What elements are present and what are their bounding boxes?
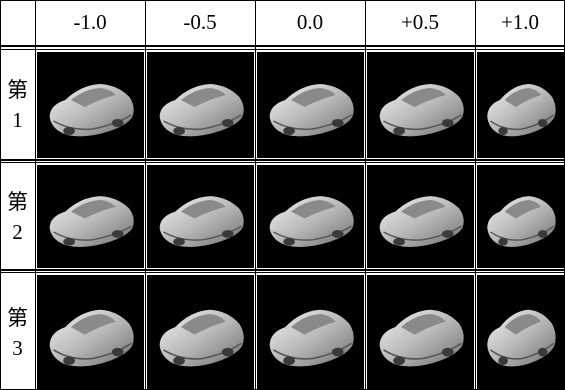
table-rule [0,272,565,273]
column-rule [0,0,1,390]
column-header: +0.5 [365,0,475,45]
car-image [367,275,474,390]
car-image [37,275,144,390]
column-rule [365,0,366,390]
car-render [37,275,144,390]
column-rule [475,0,476,390]
row-label-char: 第 [0,75,35,105]
car-image [257,52,364,158]
car-image [477,165,564,268]
car-render [477,275,564,390]
row-label-char: 第 [0,303,35,333]
car-image [257,165,364,268]
car-image [257,275,364,390]
table-rule [0,45,565,47]
row-label-number: 1 [0,105,35,135]
car-image [147,165,254,268]
car-image [37,52,144,158]
car-render [477,165,564,268]
figure-table: -1.0-0.50.0+0.5+1.0第1第2第3 [0,0,565,390]
car-image [37,165,144,268]
row-label-number: 3 [0,333,35,363]
table-rule [0,159,565,161]
car-image [147,275,254,390]
column-rule [35,0,36,390]
row-label-number: 2 [0,217,35,247]
car-render [37,165,144,268]
row-label-char: 第 [0,187,35,217]
column-header: -0.5 [145,0,255,45]
table-rule [0,49,565,50]
car-image [477,275,564,390]
car-image [367,165,474,268]
car-render [367,165,474,268]
column-rule [145,0,146,390]
column-header: 0.0 [255,0,365,45]
table-rule [0,269,565,271]
car-image [477,52,564,158]
table-rule [0,0,565,1]
car-render [257,52,364,158]
car-render [367,52,474,158]
car-render [477,52,564,158]
column-header: -1.0 [35,0,145,45]
car-render [367,275,474,390]
car-render [257,275,364,390]
car-image [147,52,254,158]
car-image [367,52,474,158]
car-render [147,52,254,158]
car-render [37,52,144,158]
car-render [257,165,364,268]
car-render [147,165,254,268]
table-rule [0,162,565,163]
car-render [147,275,254,390]
column-header: +1.0 [475,0,565,45]
column-rule [255,0,256,390]
